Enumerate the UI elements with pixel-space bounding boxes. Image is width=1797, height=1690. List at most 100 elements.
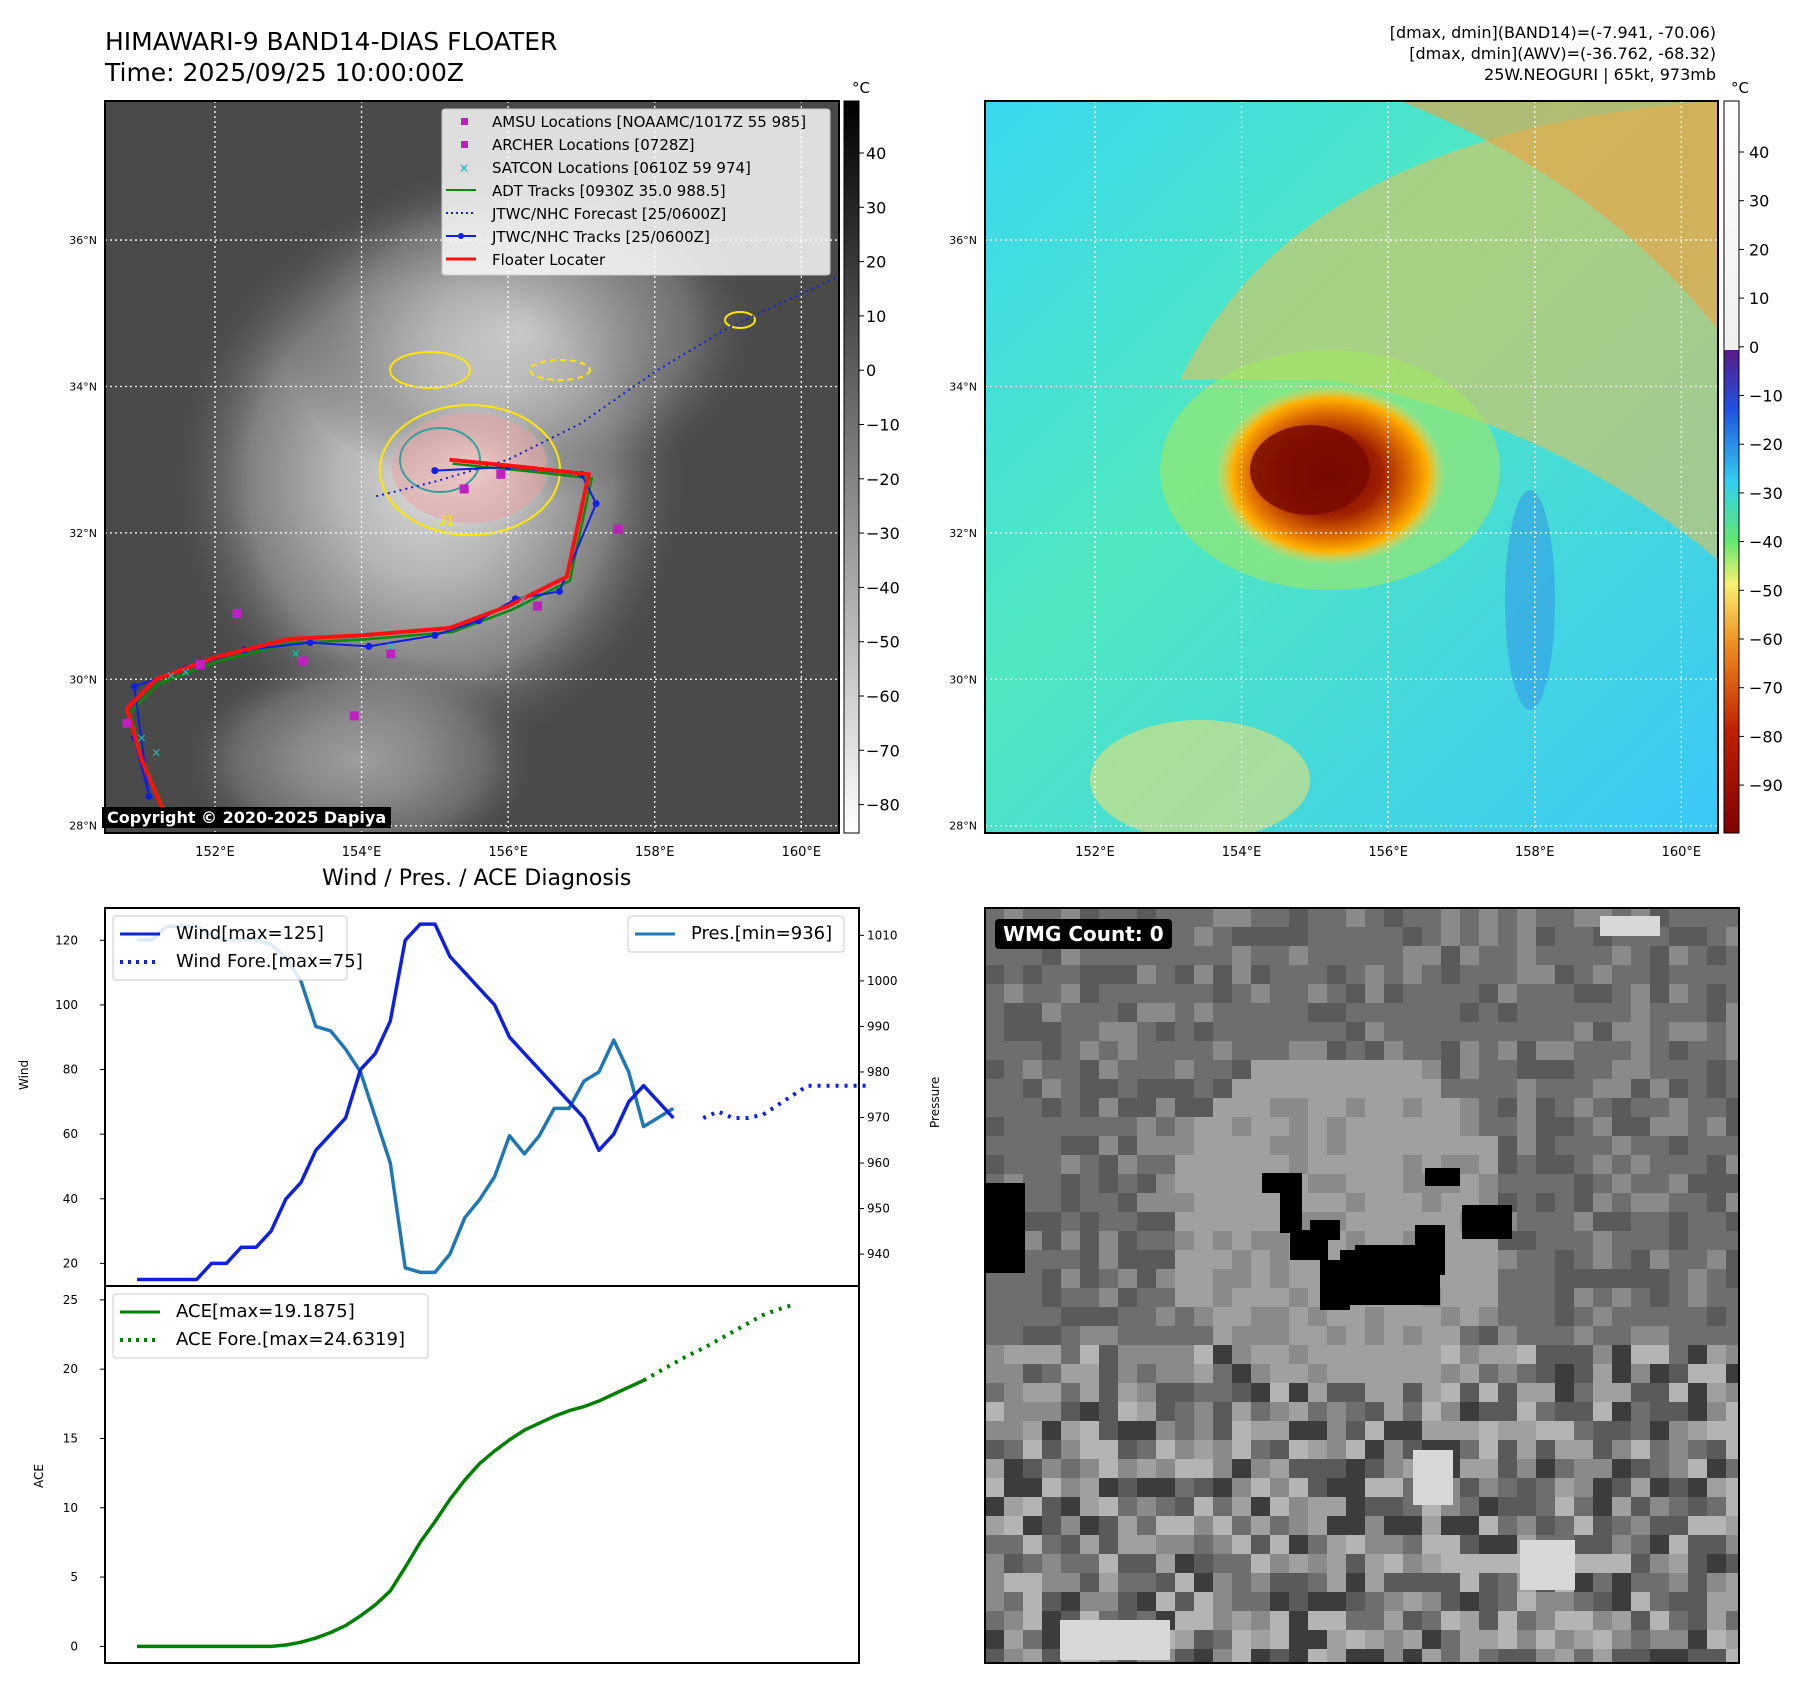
- wmg-dark-block: [1280, 1173, 1302, 1233]
- amsu-point: [122, 718, 132, 728]
- wind-legend-label: Wind[max=125]: [176, 923, 324, 944]
- ir-colorbar-tick-label: −20: [866, 470, 900, 489]
- ace-legend: [112, 1293, 429, 1359]
- ir-colorbar-tick-label: −60: [866, 687, 900, 706]
- lat-tick-label: 30°N: [949, 673, 977, 686]
- wind-forecast-series-line: [702, 1083, 868, 1120]
- lat-tick-label: 30°N: [69, 673, 97, 686]
- awv-colorbar-tick-label: −40: [1749, 533, 1783, 552]
- lon-tick-label: 156°E: [488, 845, 528, 860]
- lat-tick-label: 36°N: [949, 234, 977, 247]
- awv-colorbar: [1723, 100, 1740, 834]
- satcon-point: ×: [151, 745, 161, 759]
- lat-tick-label: 28°N: [949, 820, 977, 833]
- awv-colorbar-tick-label: −50: [1749, 581, 1783, 600]
- ace-forecast-series-line: [642, 1303, 794, 1383]
- ir-colorbar-tick-label: 30: [866, 198, 886, 217]
- wmg-dark-block: [1415, 1225, 1445, 1255]
- wmg-panel: [985, 908, 1739, 1663]
- ir-panel-frame: [104, 100, 840, 834]
- awv-colorbar-tick-label: −70: [1749, 679, 1783, 698]
- amsu-point: [459, 484, 469, 494]
- wmg-count-badge: WMG Count: 0: [995, 919, 1172, 949]
- legend-satcon: SATCON Locations [0610Z 59 974]: [492, 159, 751, 177]
- jtwc-track-point: [306, 639, 314, 647]
- lon-tick-label: 154°E: [342, 845, 382, 860]
- figure-time: Time: 2025/09/25 10:00:00Z: [105, 58, 464, 87]
- wmg-dark-block: [1310, 1220, 1340, 1240]
- ir-colorbar-tick-label: −80: [866, 796, 900, 815]
- ace-tick-label: 20: [63, 1362, 78, 1376]
- contour-label: 31: [438, 514, 455, 529]
- figure-title: HIMAWARI-9 BAND14-DIAS FLOATER: [105, 27, 558, 56]
- awv-panel-frame: [984, 100, 1719, 834]
- amsu-point: [195, 660, 205, 670]
- lat-tick-label: 36°N: [69, 234, 97, 247]
- floater-track-line: [124, 457, 592, 812]
- ir-colorbar-tick-label: −70: [866, 741, 900, 760]
- wmg-dark-block: [985, 1183, 1025, 1273]
- awv-colorbar-tick-label: −60: [1749, 630, 1783, 649]
- ace-tick-label: 25: [63, 1293, 78, 1307]
- amsu-point: [613, 524, 623, 534]
- satcon-point: ×: [137, 731, 147, 745]
- awv-minmax: [dmax, dmin](AWV)=(-36.762, -68.32): [1409, 44, 1716, 63]
- amsu-point: [532, 601, 542, 611]
- satcon-point: ×: [181, 665, 191, 679]
- awv-colorbar-tick-label: 40: [1749, 143, 1769, 162]
- awv-colorbar-tick-label: −20: [1749, 435, 1783, 454]
- pres-tick-label: 1000: [867, 974, 898, 988]
- ir-colorbar-tick-label: −40: [866, 578, 900, 597]
- lon-tick-label: 152°E: [195, 845, 235, 860]
- awv-colorbar-unit: °C: [1731, 79, 1749, 97]
- archer-marker-icon: [461, 141, 468, 148]
- wind-tick-label: 40: [63, 1192, 78, 1206]
- ace-tick-label: 15: [63, 1431, 78, 1445]
- legend-archer: ARCHER Locations [0728Z]: [492, 136, 695, 154]
- awv-colorbar-tick-label: 20: [1749, 240, 1769, 259]
- jtwc-track-point: [431, 467, 439, 475]
- lon-tick-label: 158°E: [1515, 845, 1555, 860]
- lon-tick-label: 156°E: [1368, 845, 1408, 860]
- wind-fore-legend-label: Wind Fore.[max=75]: [176, 951, 363, 972]
- wind-series-line: [137, 922, 675, 1282]
- wind-tick-label: 60: [63, 1127, 78, 1141]
- ace-ylabel: ACE: [32, 1464, 46, 1488]
- wmg-dark-block: [1320, 1260, 1350, 1310]
- ace-tick-label: 0: [70, 1639, 78, 1653]
- jtwc-track-point: [130, 683, 138, 691]
- lat-tick-label: 32°N: [69, 527, 97, 540]
- lat-tick-label: 34°N: [949, 380, 977, 393]
- lon-tick-label: 160°E: [782, 845, 822, 860]
- ir-track-overlay: × × × × × × ×: [122, 275, 839, 816]
- map-tick-labels: 36°N 34°N 32°N 30°N 28°N 152°E 154°E 156°E 158°E…: [69, 234, 1701, 860]
- pres-tick-label: 950: [867, 1202, 890, 1216]
- awv-colorbar-tick-label: −10: [1749, 387, 1783, 406]
- satcon-point: ×: [518, 592, 528, 606]
- wmg-dark-block: [1462, 1205, 1512, 1239]
- diagnosis-title: Wind / Pres. / ACE Diagnosis: [322, 866, 632, 891]
- ace-series-line: [137, 1378, 645, 1649]
- lon-tick-label: 160°E: [1662, 845, 1702, 860]
- ir-colorbar-unit: °C: [852, 79, 870, 97]
- amsu-point: [232, 608, 242, 618]
- satcon-marker-icon: ×: [459, 161, 469, 175]
- awv-colorbar-tick-label: −30: [1749, 484, 1783, 503]
- awv-gridlines: [985, 101, 1718, 833]
- ir-colorbar-tick-label: −50: [866, 633, 900, 652]
- ir-colorbar-tick-label: −30: [866, 524, 900, 543]
- pres-tick-label: 980: [867, 1065, 890, 1079]
- jtwc-track-point: [555, 587, 563, 595]
- awv-colorbar-tick-label: 10: [1749, 289, 1769, 308]
- lat-tick-label: 32°N: [949, 527, 977, 540]
- jtwc-track-point: [431, 631, 439, 639]
- ace-tick-label: 10: [63, 1501, 78, 1515]
- lat-tick-label: 34°N: [69, 380, 97, 393]
- satcon-point: ×: [291, 647, 301, 661]
- lon-tick-label: 158°E: [635, 845, 675, 860]
- ir-colorbar-tick-label: 10: [866, 307, 886, 326]
- jtwc-track-point: [365, 642, 373, 650]
- wmg-dark-block: [1425, 1168, 1460, 1186]
- ir-colorbar-tick-label: −10: [866, 416, 900, 435]
- amsu-point: [496, 469, 506, 479]
